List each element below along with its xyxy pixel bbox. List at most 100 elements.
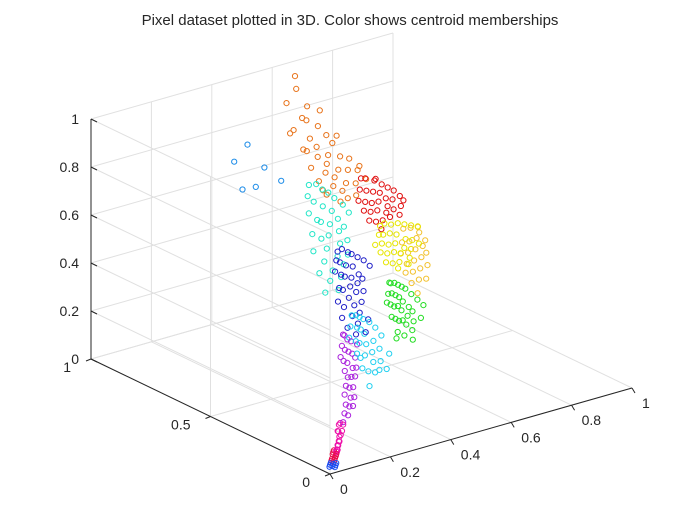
data-point	[283, 100, 290, 107]
data-point	[319, 186, 326, 193]
grid-line	[90, 32, 394, 120]
data-point	[378, 332, 385, 339]
data-point	[418, 254, 425, 261]
data-point	[378, 226, 385, 233]
data-point	[396, 211, 403, 218]
data-point	[405, 261, 412, 268]
data-point	[379, 217, 386, 224]
data-point	[330, 183, 337, 190]
data-point	[356, 309, 363, 316]
data-point	[397, 202, 404, 210]
data-point	[338, 342, 345, 349]
data-point	[366, 319, 373, 326]
z-tick-label: 0	[71, 351, 79, 367]
data-point	[308, 164, 315, 171]
z-tick-mark	[90, 262, 98, 267]
data-point	[374, 207, 381, 214]
data-point	[384, 250, 391, 257]
data-point	[340, 419, 347, 426]
data-point	[359, 275, 366, 282]
data-point	[331, 195, 338, 202]
data-point	[337, 354, 344, 361]
data-point	[339, 314, 346, 321]
data-point	[410, 318, 417, 325]
data-point	[395, 317, 403, 324]
data-point	[305, 210, 312, 217]
data-point	[278, 177, 285, 184]
data-point	[402, 269, 409, 276]
z-tick-mark	[90, 118, 98, 123]
data-point	[325, 152, 332, 159]
data-point	[328, 207, 335, 214]
data-point	[316, 270, 323, 277]
data-point	[357, 326, 364, 333]
data-point	[352, 180, 359, 187]
data-point	[417, 314, 424, 321]
data-point	[303, 117, 310, 124]
grid-line	[210, 330, 513, 417]
data-point	[314, 123, 321, 130]
data-point	[375, 231, 382, 238]
data-point	[323, 132, 330, 139]
data-point	[406, 238, 413, 245]
data-point	[322, 169, 329, 176]
x-tick-mark	[571, 404, 576, 411]
grid-line	[90, 176, 394, 264]
data-point	[370, 188, 377, 195]
data-point	[415, 240, 422, 247]
data-point	[329, 139, 336, 147]
data-point	[380, 231, 387, 238]
data-point	[386, 213, 394, 221]
data-point	[383, 365, 390, 373]
data-point	[376, 345, 383, 352]
data-point	[349, 364, 356, 372]
data-point	[398, 307, 405, 314]
data-point	[354, 254, 361, 261]
data-point	[385, 241, 392, 248]
data-point	[378, 240, 385, 247]
data-point	[372, 324, 379, 331]
data-point	[334, 298, 342, 305]
x-tick-mark	[631, 387, 636, 394]
data-point	[306, 135, 313, 142]
data-point	[390, 187, 397, 194]
data-point	[376, 189, 383, 196]
data-point	[340, 304, 348, 311]
data-point	[356, 186, 363, 193]
data-point	[316, 107, 323, 114]
data-point	[344, 359, 351, 366]
data-point	[339, 201, 346, 208]
data-point	[372, 218, 380, 225]
data-point	[412, 246, 419, 253]
data-point	[331, 464, 338, 471]
data-point	[387, 280, 394, 287]
data-point	[351, 302, 358, 309]
data-point	[346, 334, 353, 341]
data-point	[239, 186, 246, 193]
z-tick-label: 0.4	[60, 255, 80, 271]
data-point	[354, 280, 361, 287]
data-point	[340, 223, 347, 230]
data-point	[325, 189, 332, 196]
data-point	[369, 349, 376, 356]
y-tick-label: 1	[63, 359, 71, 375]
y-tick-mark	[85, 358, 92, 362]
data-point	[338, 274, 345, 281]
data-point	[399, 317, 406, 324]
data-point	[353, 364, 360, 371]
data-point	[366, 383, 373, 390]
data-point	[348, 373, 355, 380]
data-point	[360, 257, 367, 264]
data-point	[342, 401, 349, 408]
data-point	[414, 223, 421, 230]
data-point	[385, 290, 392, 297]
data-point	[370, 337, 377, 344]
data-point	[401, 221, 408, 228]
data-point	[372, 241, 379, 248]
data-point	[407, 245, 415, 253]
data-point	[291, 73, 299, 80]
data-point	[335, 166, 342, 173]
data-point	[338, 427, 346, 435]
x-tick-mark	[510, 422, 515, 428]
